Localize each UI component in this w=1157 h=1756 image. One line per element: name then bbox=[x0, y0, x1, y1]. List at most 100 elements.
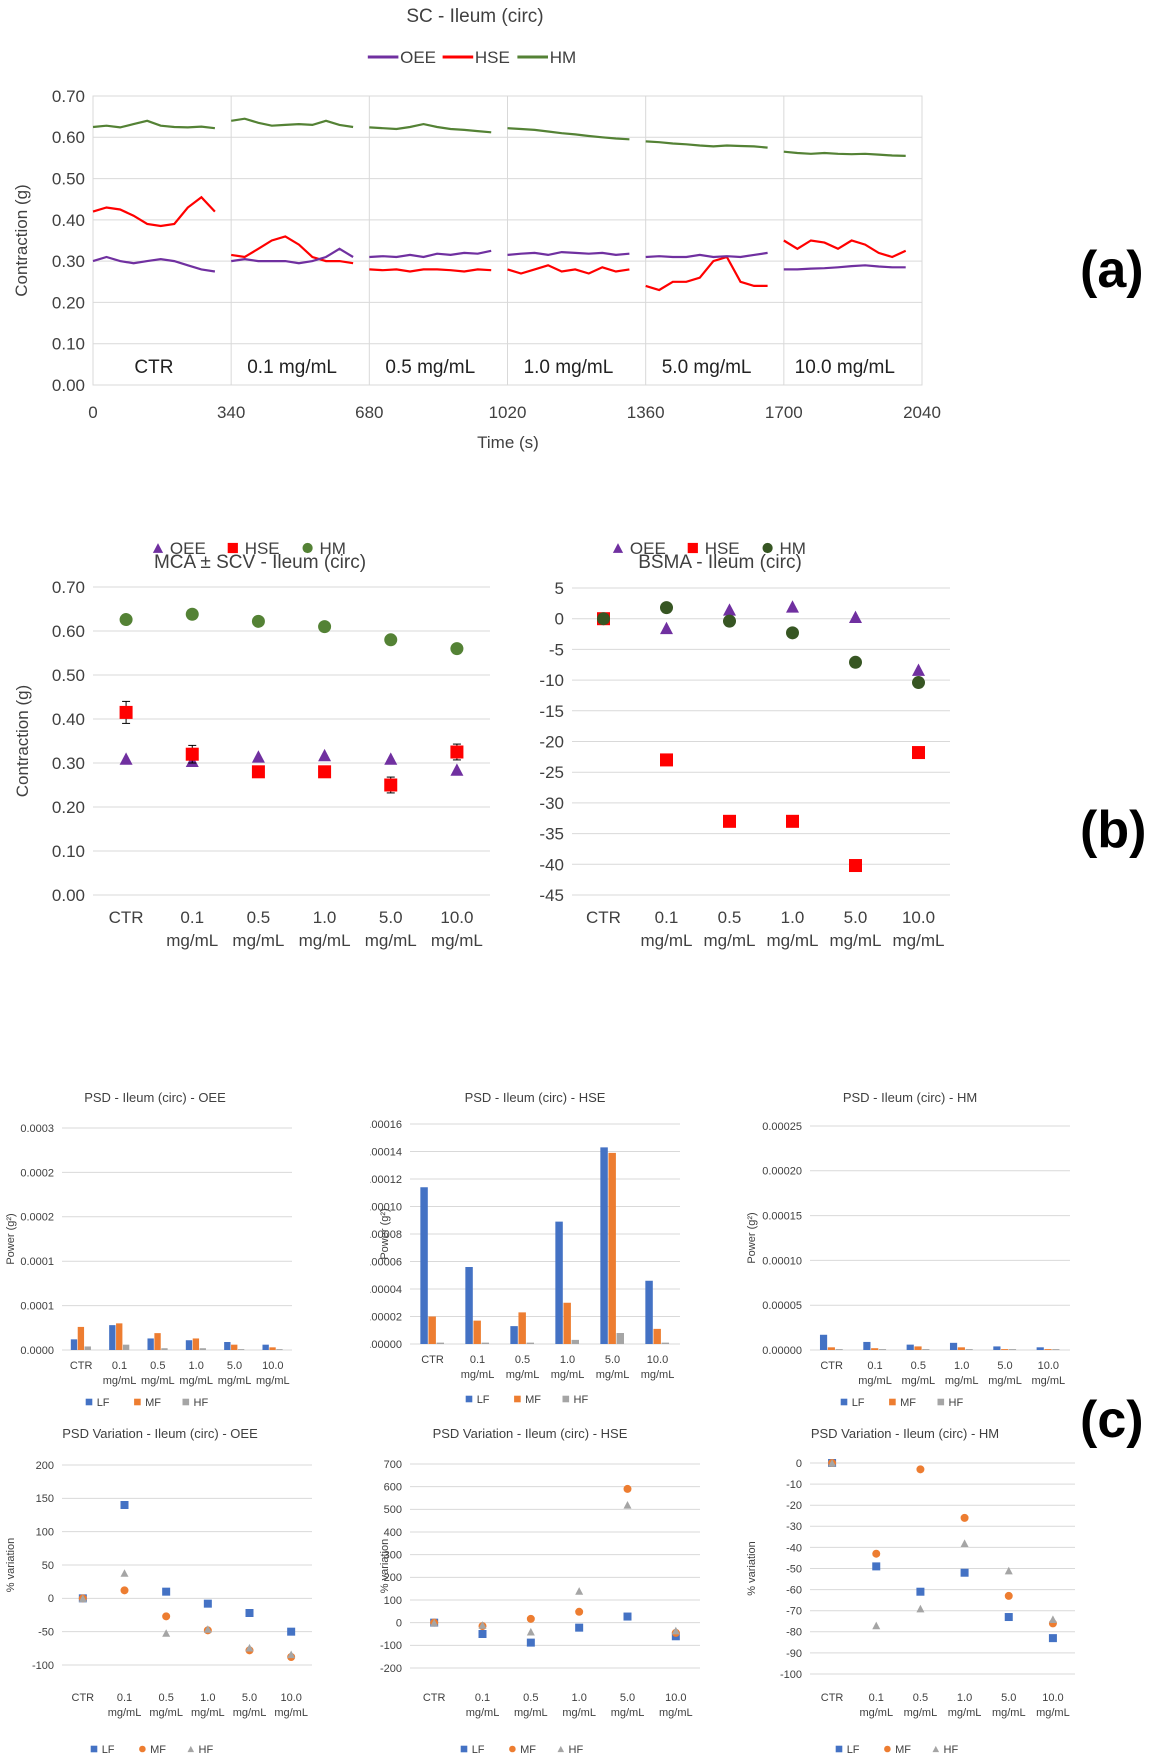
y-tick-label: 0 bbox=[396, 1618, 402, 1630]
y-tick-label: 0.00004 bbox=[370, 1284, 402, 1296]
point-LF bbox=[1048, 1634, 1057, 1643]
point-HM bbox=[723, 614, 736, 628]
legend-label-HM: HM bbox=[320, 539, 346, 558]
point-OEE bbox=[660, 621, 673, 635]
legend-marker-HM bbox=[762, 542, 773, 554]
y-axis-label: % variation bbox=[746, 1541, 758, 1595]
y-tick-label: 0.30 bbox=[52, 754, 85, 773]
y-tick-label: 0.00015 bbox=[762, 1210, 802, 1222]
point-HF bbox=[430, 1618, 439, 1627]
trace-line-OEE bbox=[231, 247, 354, 265]
legend-label-HF: HF bbox=[194, 1397, 209, 1409]
legend-label-HF: HF bbox=[199, 1744, 214, 1756]
y-tick-label: -40 bbox=[786, 1542, 802, 1554]
x-tick-label: mg/mL bbox=[514, 1707, 548, 1719]
chart-title: PSD Variation - Ileum (circ) - HM bbox=[811, 1426, 999, 1441]
point-HF bbox=[671, 1626, 680, 1635]
y-tick-label: -30 bbox=[786, 1521, 802, 1533]
y-tick-label: -40 bbox=[540, 855, 564, 874]
chart-title: PSD Variation - Ileum (circ) - OEE bbox=[62, 1426, 258, 1441]
y-tick-label: 200 bbox=[36, 1460, 54, 1472]
y-tick-label: -100 bbox=[380, 1640, 402, 1652]
point-HM bbox=[251, 614, 265, 628]
legend-label-HF: HF bbox=[944, 1744, 959, 1756]
point-LF bbox=[1004, 1613, 1013, 1622]
y-tick-label: 0.00025 bbox=[762, 1121, 802, 1133]
y-tick-label: 0.00006 bbox=[370, 1256, 402, 1268]
bar-LF bbox=[645, 1280, 653, 1344]
bar-HF bbox=[1052, 1349, 1060, 1350]
y-tick-label: 5 bbox=[555, 579, 564, 598]
point-LF bbox=[623, 1612, 632, 1621]
legend-label-LF: LF bbox=[472, 1744, 485, 1756]
x-tick-label: 10.0 bbox=[902, 908, 935, 927]
point-HSE bbox=[723, 814, 736, 828]
point-HF bbox=[245, 1643, 254, 1652]
point-HSE bbox=[185, 747, 199, 761]
y-tick-label: 0.00012 bbox=[370, 1174, 402, 1186]
x-tick-label: 5.0 bbox=[620, 1692, 635, 1704]
bar-LF bbox=[949, 1342, 958, 1350]
y-tick-label: -25 bbox=[540, 763, 564, 782]
bar-HF bbox=[965, 1349, 973, 1350]
x-tick-label: 0.5 bbox=[159, 1692, 174, 1704]
bar-HF bbox=[276, 1349, 283, 1350]
x-tick-label: 1.0 bbox=[560, 1354, 575, 1366]
x-tick-label: 0.1 bbox=[869, 1692, 884, 1704]
bar-MF bbox=[1001, 1349, 1009, 1350]
y-tick-label: 600 bbox=[384, 1482, 402, 1494]
trace-line-OEE bbox=[783, 264, 906, 271]
x-tick-label: 0.1 bbox=[655, 908, 679, 927]
y-tick-label: 0.00 bbox=[52, 886, 85, 905]
y-tick-label: 700 bbox=[384, 1459, 402, 1471]
bar-LF bbox=[555, 1221, 563, 1344]
point-HM bbox=[786, 626, 799, 640]
point-HSE bbox=[849, 859, 862, 873]
segment-label: 5.0 mg/mL bbox=[662, 357, 752, 378]
trace-line-HM bbox=[645, 140, 768, 149]
bar-MF bbox=[116, 1323, 123, 1350]
chart-title: BSMA - Ileum (circ) bbox=[638, 552, 802, 573]
x-tick-label: mg/mL bbox=[948, 1707, 982, 1719]
point-MF bbox=[162, 1612, 171, 1621]
x-tick-label: 340 bbox=[217, 403, 245, 422]
y-axis-label: Power (g²) bbox=[5, 1213, 17, 1264]
bar-HF bbox=[526, 1342, 535, 1344]
x-tick-label: 0.5 bbox=[515, 1354, 530, 1366]
x-tick-label: mg/mL bbox=[859, 1707, 893, 1719]
legend-marker-HF bbox=[182, 1398, 190, 1406]
point-OEE bbox=[251, 750, 265, 763]
bar-MF bbox=[518, 1312, 526, 1344]
y-tick-label: 0.70 bbox=[52, 87, 85, 106]
point-LF bbox=[960, 1568, 969, 1577]
legend-label-OEE: OEE bbox=[170, 539, 206, 558]
chart-var-oee: PSD Variation - Ileum (circ) - OEE 200 150… bbox=[5, 1426, 312, 1756]
y-tick-label: -80 bbox=[786, 1627, 802, 1639]
chart-title: PSD - Ileum (circ) - HM bbox=[843, 1090, 977, 1105]
x-tick-label: 0.1 bbox=[117, 1692, 132, 1704]
y-tick-label: -45 bbox=[540, 886, 564, 905]
trace-line-OEE bbox=[507, 250, 630, 257]
legend-marker-LF bbox=[465, 1395, 473, 1403]
point-HF bbox=[162, 1629, 171, 1637]
x-tick-label: CTR bbox=[70, 1360, 93, 1372]
legend-label-HSE: HSE bbox=[245, 539, 280, 558]
y-tick-label: 0.20 bbox=[52, 798, 85, 817]
bar-HF bbox=[571, 1339, 580, 1344]
bar-MF bbox=[871, 1348, 879, 1350]
y-tick-label: 200 bbox=[384, 1572, 402, 1584]
y-tick-label: -10 bbox=[540, 671, 564, 690]
bar-HF bbox=[481, 1342, 490, 1344]
x-tick-label: 0 bbox=[88, 403, 97, 422]
legend-marker-HF bbox=[557, 1745, 565, 1753]
chart-var-hm: PSD Variation - Ileum (circ) - HM 0 -10 -20… bbox=[746, 1426, 1075, 1756]
bar-MF bbox=[269, 1347, 276, 1350]
legend-marker-MF bbox=[884, 1745, 891, 1753]
bar-HF bbox=[436, 1342, 445, 1344]
x-tick-label: CTR bbox=[586, 908, 621, 927]
x-tick-label: mg/mL bbox=[988, 1375, 1022, 1387]
legend-marker-OEE bbox=[612, 543, 624, 553]
x-tick-label: CTR bbox=[821, 1692, 844, 1704]
x-tick-label: mg/mL bbox=[830, 931, 882, 950]
legend-marker-HF bbox=[562, 1395, 570, 1403]
